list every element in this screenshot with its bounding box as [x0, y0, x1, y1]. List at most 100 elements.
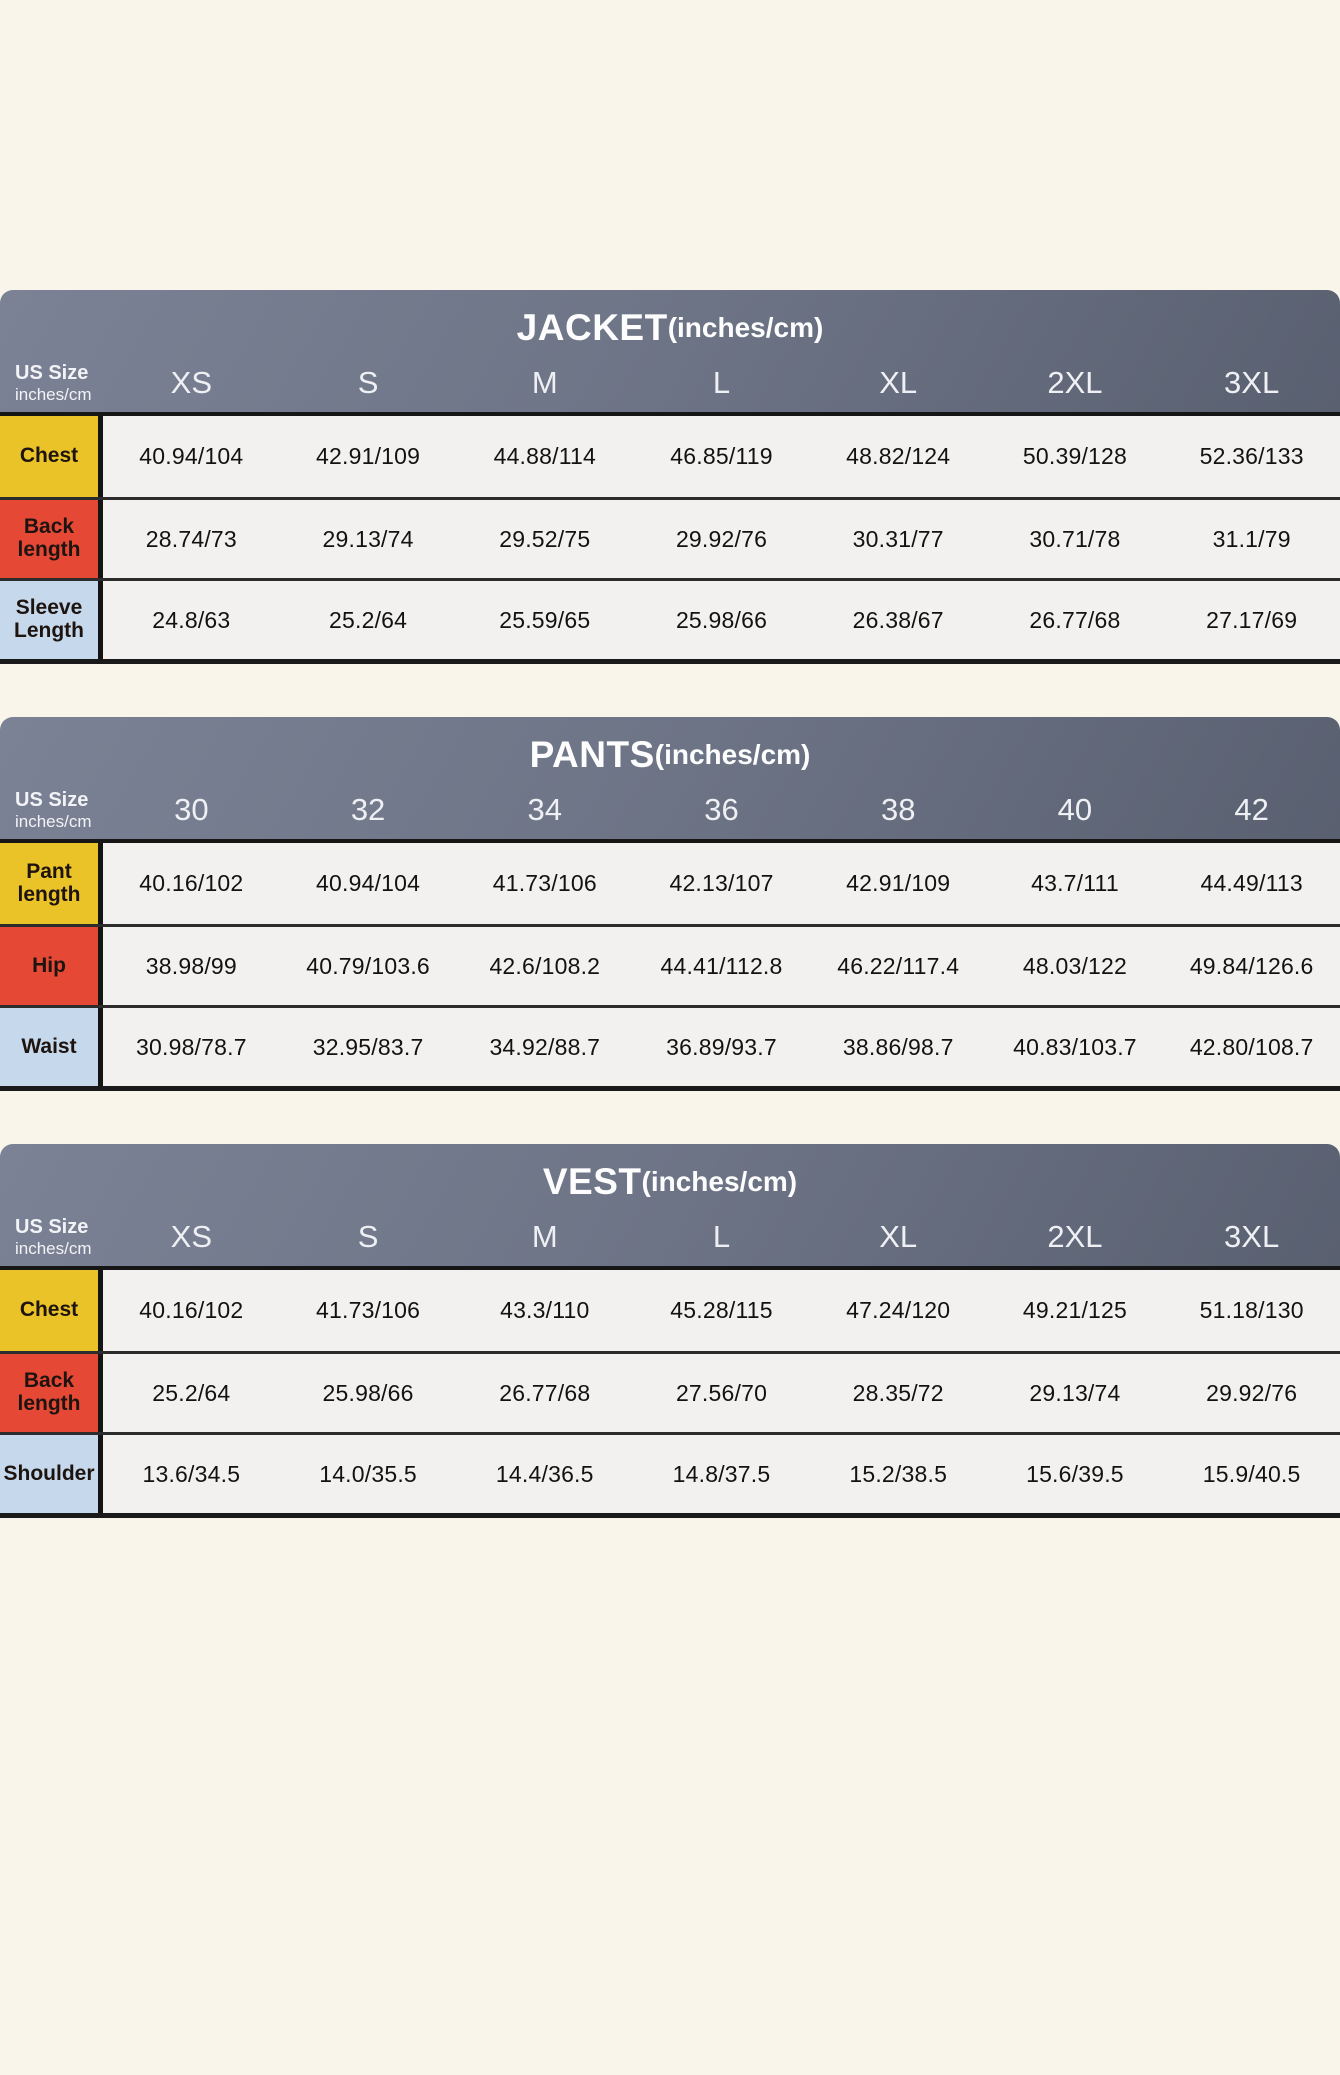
row-label: Chest: [0, 416, 103, 497]
measurement-cell: 46.22/117.4: [837, 952, 960, 979]
table-row: Back length 28.74/73 29.13/74 29.52/75 29.92…: [0, 497, 1340, 578]
measurement-cell: 49.21/125: [1022, 1297, 1128, 1323]
size-col-label: XS: [170, 1219, 213, 1254]
table-title-main: JACKET: [516, 307, 668, 348]
table-title: JACKET (inches/cm): [0, 302, 1340, 354]
table-header: VEST (inches/cm) US Size inches/cm XS S M L X…: [0, 1144, 1340, 1266]
measurement-cell: 26.38/67: [852, 606, 944, 633]
measurement-cell: 27.56/70: [675, 1379, 768, 1406]
size-col-label: 36: [704, 792, 739, 827]
row-label: Back length: [0, 1354, 103, 1432]
size-col-label: S: [357, 1219, 379, 1254]
size-col-label: XL: [879, 365, 918, 400]
measurement-cell: 15.2/38.5: [849, 1460, 948, 1487]
corner-label: US Size inches/cm: [0, 1216, 103, 1257]
table-title-units: (inches/cm): [667, 312, 824, 343]
corner-label-line2: inches/cm: [15, 1238, 92, 1258]
table-title-main: VEST: [542, 1161, 642, 1202]
measurement-cell: 27.17/69: [1206, 606, 1298, 633]
corner-label-line1: US Size: [15, 1216, 89, 1239]
size-col-label: 2XL: [1047, 1219, 1103, 1254]
measurement-cell: 48.82/124: [846, 443, 951, 469]
table-title: VEST (inches/cm): [0, 1156, 1340, 1208]
size-col-label: 3XL: [1224, 365, 1280, 400]
table-header: JACKET (inches/cm) US Size inches/cm XS S M…: [0, 290, 1340, 412]
measurement-cell: 30.98/78.7: [136, 1033, 247, 1060]
table-title-main: PANTS: [529, 734, 655, 775]
measurement-cell: 15.6/39.5: [1026, 1460, 1124, 1487]
measurement-cell: 25.98/66: [675, 606, 768, 633]
measurement-cell: 38.98/99: [145, 952, 237, 979]
table-row: Hip 38.98/99 40.79/103.6 42.6/108.2 44.41/11…: [0, 924, 1340, 1005]
measurement-cell: 31.1/79: [1212, 525, 1291, 552]
measurement-cell: 29.13/74: [322, 525, 414, 552]
measurement-cell: 30.31/77: [852, 525, 944, 552]
table-body: Pant length 40.16/102 40.94/104 41.73/106 42…: [0, 839, 1340, 1091]
size-labels: 30 32 34 36 38 40 42: [103, 792, 1340, 828]
size-header-row: US Size inches/cm 30 32 34 36 38 40 42: [0, 781, 1340, 839]
measurement-cell: 14.8/37.5: [672, 1460, 771, 1487]
row-label: Sleeve Length: [0, 581, 103, 659]
table-title-units: (inches/cm): [641, 1166, 798, 1197]
size-col-label: XS: [170, 365, 213, 400]
measurement-cell: 44.49/113: [1200, 870, 1303, 896]
measurement-cell: 48.03/122: [1022, 952, 1128, 979]
measurement-cell: 29.13/74: [1029, 1379, 1121, 1406]
row-label: Waist: [0, 1008, 103, 1086]
measurement-cell: 30.71/78: [1029, 525, 1121, 552]
measurement-cell: 26.77/68: [1029, 606, 1121, 633]
measurement-cell: 40.94/104: [316, 870, 421, 896]
table-row: Waist 30.98/78.7 32.95/83.7 34.92/88.7 36.89…: [0, 1005, 1340, 1086]
measurement-cell: 41.73/106: [316, 1297, 421, 1323]
size-col-label: 40: [1057, 792, 1093, 827]
table-row: Chest 40.94/104 42.91/109 44.88/114 46.85/11…: [0, 416, 1340, 497]
row-label: Hip: [0, 927, 103, 1005]
measurement-cell: 40.16/102: [139, 1297, 244, 1323]
measurement-cell: 42.91/109: [316, 443, 421, 469]
row-label: Back length: [0, 500, 103, 578]
measurement-cell: 44.41/112.8: [660, 952, 783, 979]
measurement-cell: 25.2/64: [152, 1379, 231, 1406]
measurement-cell: 25.98/66: [322, 1379, 414, 1406]
table-title-units: (inches/cm): [654, 739, 811, 770]
measurement-cell: 42.91/109: [846, 870, 951, 896]
measurement-cell: 40.16/102: [139, 870, 244, 896]
corner-label: US Size inches/cm: [0, 789, 103, 830]
size-col-label: 38: [880, 792, 916, 827]
measurement-cell: 47.24/120: [846, 1297, 951, 1323]
table-row: Sleeve Length 24.8/63 25.2/64 25.59/65 25.98…: [0, 578, 1340, 659]
corner-label: US Size inches/cm: [0, 362, 103, 403]
row-label: Pant length: [0, 843, 103, 924]
size-chart-table-vest: VEST (inches/cm) US Size inches/cm XS S M L X…: [0, 1144, 1340, 1518]
row-label: Chest: [0, 1270, 103, 1351]
measurement-cell: 50.39/128: [1022, 443, 1128, 469]
measurement-cell: 43.3/110: [500, 1297, 590, 1323]
measurement-cell: 25.2/64: [329, 606, 408, 633]
size-col-label: XL: [879, 1219, 918, 1254]
measurement-cell: 15.9/40.5: [1202, 1460, 1301, 1487]
measurement-cell: 42.80/108.7: [1189, 1033, 1314, 1060]
measurement-cell: 29.92/76: [1206, 1379, 1298, 1406]
measurement-cell: 28.35/72: [852, 1379, 944, 1406]
size-labels: XS S M L XL 2XL 3XL: [103, 1219, 1340, 1255]
measurement-cell: 40.94/104: [139, 443, 244, 469]
measurement-cell: 32.95/83.7: [312, 1033, 424, 1060]
measurement-cell: 52.36/133: [1199, 443, 1304, 469]
measurement-cell: 42.13/107: [669, 870, 774, 896]
measurement-cell: 29.92/76: [675, 525, 768, 552]
size-labels: XS S M L XL 2XL 3XL: [103, 365, 1340, 401]
size-chart-table-jacket: JACKET (inches/cm) US Size inches/cm XS S M…: [0, 290, 1340, 664]
measurement-cell: 42.6/108.2: [489, 952, 601, 979]
measurement-cell: 13.6/34.5: [142, 1460, 241, 1487]
size-col-label: 42: [1234, 792, 1269, 827]
size-col-label: L: [712, 365, 731, 400]
measurement-cell: 38.86/98.7: [842, 1033, 954, 1060]
size-col-label: 32: [350, 792, 386, 827]
measurement-cell: 25.59/65: [499, 606, 591, 633]
measurement-cell: 45.28/115: [670, 1297, 773, 1323]
measurement-cell: 40.83/103.7: [1013, 1033, 1137, 1060]
measurement-cell: 49.84/126.6: [1189, 952, 1314, 979]
measurement-cell: 24.8/63: [152, 606, 231, 633]
size-header-row: US Size inches/cm XS S M L XL 2XL 3XL: [0, 354, 1340, 412]
measurement-cell: 36.89/93.7: [666, 1033, 777, 1060]
